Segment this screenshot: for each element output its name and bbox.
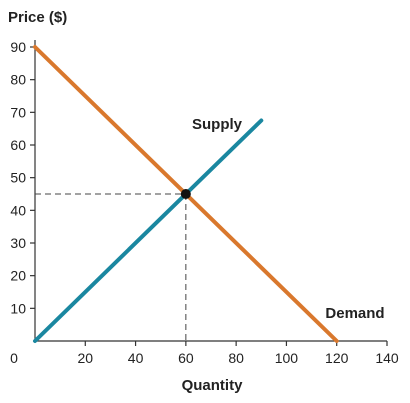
y-axis-title: Price ($)	[8, 9, 67, 26]
axes: 0 20 40 60 80 100 120 140 10 20 30 40 50 60 70 80 90	[10, 39, 399, 366]
x-tick-label: 40	[128, 350, 144, 366]
points	[180, 189, 191, 199]
x-tick-label: 60	[178, 350, 194, 366]
y-tick-label: 80	[10, 72, 26, 88]
y-tick-label: 70	[10, 104, 26, 120]
y-tick-label: 10	[10, 300, 26, 316]
y-tick-label: 20	[10, 268, 26, 284]
x-tick-label: 140	[375, 350, 399, 366]
equilibrium-point	[180, 189, 191, 199]
y-tick-label: 30	[10, 235, 26, 251]
x-axis-title: Quantity	[182, 377, 243, 394]
x-tick-label: 120	[325, 350, 349, 366]
series-labels: Supply Demand	[192, 116, 385, 322]
supply-line	[33, 118, 264, 343]
y-tick-label: 60	[10, 137, 26, 153]
x-tick-label: 0	[10, 350, 18, 366]
x-tick-label: 100	[275, 350, 299, 366]
supply-label: Supply	[192, 116, 243, 133]
y-tick-label: 40	[10, 202, 26, 218]
x-tick-label: 80	[228, 350, 244, 366]
x-tick-label: 20	[77, 350, 93, 366]
y-tick-label: 90	[10, 39, 26, 55]
y-tick-label: 50	[10, 170, 26, 186]
equilibrium-guides	[35, 193, 187, 341]
demand-label: Demand	[325, 305, 384, 322]
